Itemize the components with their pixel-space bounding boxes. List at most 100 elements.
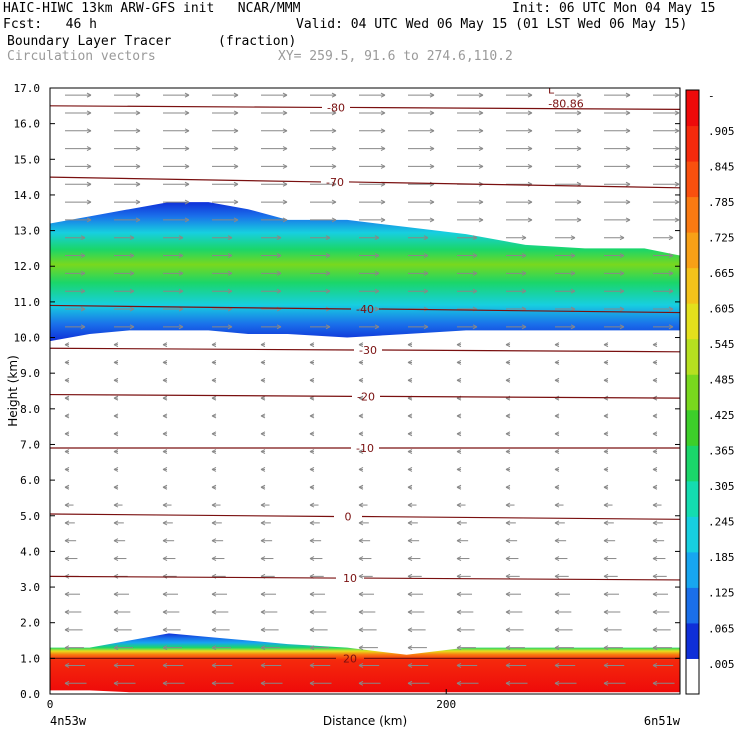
circulation-vector bbox=[212, 235, 233, 241]
circulation-vector bbox=[408, 288, 429, 294]
circulation-vector bbox=[211, 484, 217, 490]
circulation-vector bbox=[359, 199, 386, 205]
circulation-vector bbox=[653, 163, 680, 169]
x-end-label-left: 4n53w bbox=[50, 714, 87, 728]
colorbar-swatch bbox=[685, 267, 700, 304]
circulation-vector bbox=[457, 110, 484, 116]
circulation-vector bbox=[604, 270, 625, 276]
circulation-vector bbox=[407, 342, 413, 348]
circulation-vector bbox=[113, 591, 130, 597]
circulation-vector bbox=[260, 466, 266, 472]
circulation-vector bbox=[64, 591, 81, 597]
circulation-vector bbox=[407, 360, 413, 365]
circulation-vector bbox=[260, 502, 270, 508]
circulation-vector bbox=[260, 360, 266, 365]
circulation-vector bbox=[310, 110, 337, 116]
circulation-vector bbox=[114, 253, 135, 258]
circulation-vector bbox=[310, 163, 337, 169]
circulation-vector bbox=[506, 128, 533, 134]
circulation-vector bbox=[506, 324, 527, 330]
circulation-vector bbox=[163, 270, 184, 276]
circulation-vector bbox=[603, 627, 622, 633]
circulation-vector bbox=[113, 663, 135, 668]
colorbar-label: .365 bbox=[708, 445, 735, 458]
circulation-vector bbox=[113, 413, 119, 419]
y-tick-label: 2.0 bbox=[20, 617, 40, 630]
contour-label: -70 bbox=[326, 176, 344, 189]
circulation-vector bbox=[359, 163, 386, 169]
contour-label: -10 bbox=[356, 442, 374, 455]
y-axis-title: Height (km) bbox=[6, 355, 20, 426]
circulation-vector bbox=[604, 199, 631, 205]
circulation-vector bbox=[260, 431, 266, 437]
y-tick-label: 5.0 bbox=[20, 510, 40, 523]
circulation-vector bbox=[653, 253, 674, 258]
valid-time: Valid: 04 UTC Wed 06 May 15 (01 LST Wed … bbox=[296, 17, 688, 32]
temperature-contour bbox=[50, 105, 680, 110]
circulation-vector bbox=[359, 288, 380, 294]
circulation-vector bbox=[309, 413, 315, 419]
circulation-vector bbox=[260, 413, 266, 419]
circulation-vector bbox=[162, 520, 173, 526]
circulation-vector bbox=[456, 645, 476, 651]
circulation-vector bbox=[212, 324, 233, 330]
circulation-vector bbox=[211, 520, 222, 526]
circulation-vector bbox=[505, 627, 524, 633]
contour-label: -40 bbox=[356, 303, 374, 316]
field-units: (fraction) bbox=[218, 34, 297, 49]
temperature-contour bbox=[50, 347, 680, 353]
circulation-vector bbox=[261, 270, 282, 276]
circulation-vector bbox=[114, 324, 135, 330]
circulation-vector bbox=[358, 395, 364, 401]
circulation-vector bbox=[603, 377, 609, 383]
circulation-vector bbox=[65, 199, 92, 205]
circulation-vector bbox=[113, 609, 131, 615]
circulation-vector bbox=[260, 627, 279, 633]
circulation-vector bbox=[64, 395, 70, 401]
circulation-vector bbox=[603, 484, 609, 490]
y-tick-label: 12.0 bbox=[14, 260, 41, 273]
circulation-vector bbox=[261, 253, 282, 258]
circulation-vector bbox=[64, 377, 70, 383]
circulation-vector bbox=[554, 591, 571, 597]
circulation-vector bbox=[554, 520, 565, 526]
circulation-vector bbox=[261, 235, 282, 241]
circulation-vector bbox=[113, 342, 119, 348]
circulation-vector bbox=[456, 413, 462, 419]
circulation-vector bbox=[456, 609, 474, 615]
circulation-vector bbox=[407, 520, 418, 526]
circulation-vector bbox=[554, 431, 560, 437]
circulation-vector bbox=[653, 92, 680, 98]
init-time: Init: 06 UTC Mon 04 May 15 bbox=[512, 1, 716, 16]
colorbar-swatch bbox=[685, 586, 700, 624]
circulation-vector bbox=[555, 306, 576, 312]
circulation-vector bbox=[310, 235, 331, 241]
circulation-vector bbox=[64, 680, 87, 686]
circulation-vector bbox=[163, 235, 184, 241]
circulation-vector bbox=[358, 360, 364, 365]
circulation-vector bbox=[309, 663, 331, 668]
circulation-vector bbox=[261, 217, 288, 223]
circulation-vector bbox=[309, 466, 315, 472]
circulation-vector bbox=[407, 627, 426, 633]
circulation-vector bbox=[604, 128, 631, 134]
circulation-vector bbox=[554, 645, 574, 651]
circulation-vector bbox=[162, 431, 168, 437]
circulation-vector bbox=[456, 431, 462, 437]
circulation-vector bbox=[114, 163, 141, 169]
circulation-vector bbox=[358, 573, 373, 579]
circulation-vector bbox=[310, 92, 337, 98]
circulation-vector bbox=[408, 92, 435, 98]
circulation-vector bbox=[212, 110, 239, 116]
circulation-vector bbox=[65, 146, 92, 152]
circulation-vector bbox=[505, 466, 511, 472]
circulation-vector bbox=[652, 680, 675, 686]
circulation-vector bbox=[506, 199, 533, 205]
circulation-vector bbox=[456, 663, 478, 668]
circulation-vector bbox=[212, 92, 239, 98]
circulation-vector bbox=[310, 181, 337, 187]
circulation-vector bbox=[603, 360, 609, 365]
circulation-vector bbox=[505, 520, 516, 526]
circulation-vector bbox=[407, 449, 413, 455]
colorbar-label: .545 bbox=[708, 338, 735, 351]
